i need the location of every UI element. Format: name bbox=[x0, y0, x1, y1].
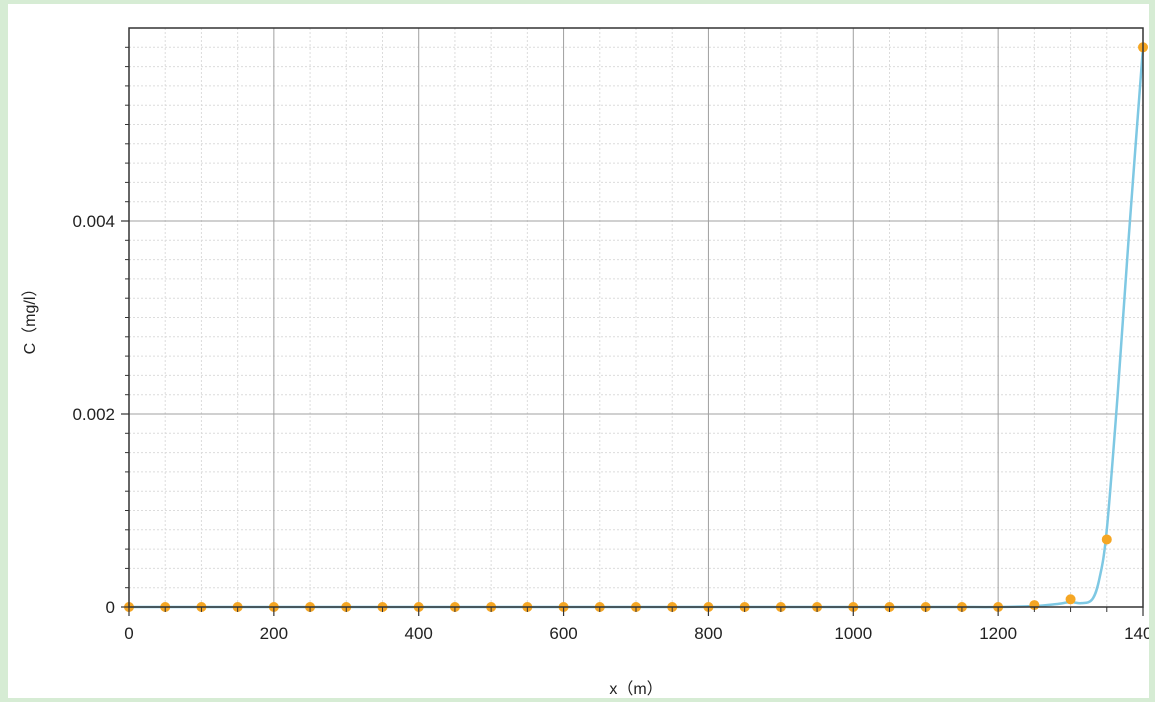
series-line-group bbox=[129, 47, 1145, 609]
x-tick-label: 0 bbox=[124, 624, 133, 643]
data-point bbox=[1101, 534, 1112, 545]
y-axis-title: C（mg/l） bbox=[21, 281, 39, 355]
axis-ticks bbox=[121, 46, 1144, 616]
series-markers-group bbox=[124, 42, 1148, 612]
x-tick-label: 1000 bbox=[834, 624, 872, 643]
x-tick-label: 800 bbox=[694, 624, 722, 643]
data-point bbox=[1065, 594, 1076, 605]
y-tick-label: 0.002 bbox=[72, 405, 115, 424]
x-axis-title: x（m） bbox=[609, 680, 662, 698]
y-tick-labels: 0 0.002 0.004 bbox=[72, 212, 115, 617]
x-tick-label: 400 bbox=[405, 624, 433, 643]
x-tick-label: 200 bbox=[260, 624, 288, 643]
x-tick-label: 1200 bbox=[979, 624, 1017, 643]
y-tick-label: 0 bbox=[106, 598, 115, 617]
series-line bbox=[129, 47, 1145, 609]
x-tick-label: 600 bbox=[549, 624, 577, 643]
y-tick-label: 0.004 bbox=[72, 212, 115, 231]
minor-grid bbox=[129, 28, 1143, 607]
